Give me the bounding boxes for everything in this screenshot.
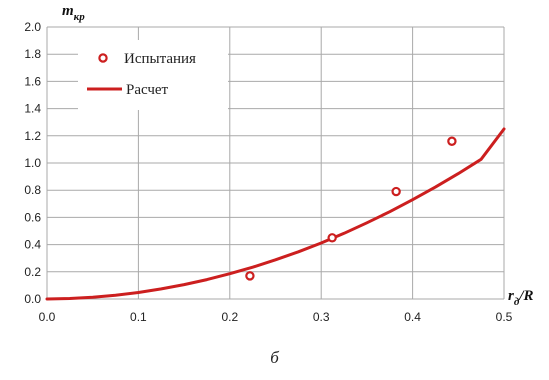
y-tick-label: 0.8 [24, 183, 41, 197]
x-tick-label: 0.1 [130, 310, 147, 324]
y-axis-title-main: m [62, 3, 74, 19]
x-tick-label: 0.5 [496, 310, 513, 324]
y-tick-label: 0.4 [24, 238, 41, 252]
y-axis-title: mкр [62, 3, 85, 23]
x-ticks: 0.0 0.1 0.2 0.3 0.4 0.5 [39, 310, 513, 324]
legend: Испытания Расчет [78, 40, 228, 110]
data-point-test [391, 186, 401, 197]
data-point-test [245, 271, 255, 281]
x-axis-title-suffix: /R [518, 288, 533, 304]
x-tick-label: 0.2 [221, 310, 238, 324]
y-tick-label: 0.2 [24, 265, 41, 279]
legend-label-tests: Испытания [124, 51, 196, 67]
legend-box [78, 40, 228, 110]
y-ticks: 0.0 0.2 0.4 0.6 0.8 1.0 1.2 1.4 1.6 1.8 2.0 [24, 20, 41, 306]
data-point-test [327, 233, 337, 243]
y-axis-title-sub: кр [74, 11, 86, 23]
legend-marker-tests [98, 53, 108, 63]
y-tick-label: 1.0 [24, 156, 41, 170]
data-point-test [447, 136, 457, 146]
series-line-calc [45, 127, 506, 301]
x-tick-label: 0.3 [313, 310, 330, 324]
y-tick-label: 1.4 [24, 102, 41, 116]
figure-caption: б [270, 348, 279, 367]
y-tick-label: 1.2 [24, 129, 41, 143]
chart: 0.0 0.2 0.4 0.6 0.8 1.0 1.2 1.4 1.6 1.8 2.0 0.0 0.1… [24, 3, 534, 324]
y-tick-label: 2.0 [24, 20, 41, 34]
x-tick-label: 0.4 [404, 310, 421, 324]
x-axis-title-sub: д [514, 296, 520, 308]
series-layer [45, 127, 506, 301]
legend-label-calc: Расчет [126, 82, 169, 98]
y-tick-label: 1.6 [24, 74, 41, 88]
x-tick-label: 0.0 [39, 310, 56, 324]
x-axis-title: rд/R [508, 288, 534, 308]
y-tick-label: 1.8 [24, 47, 41, 61]
y-tick-label: 0.6 [24, 210, 41, 224]
y-tick-label: 0.0 [24, 292, 41, 306]
x-axis-title-main: r [508, 288, 514, 304]
